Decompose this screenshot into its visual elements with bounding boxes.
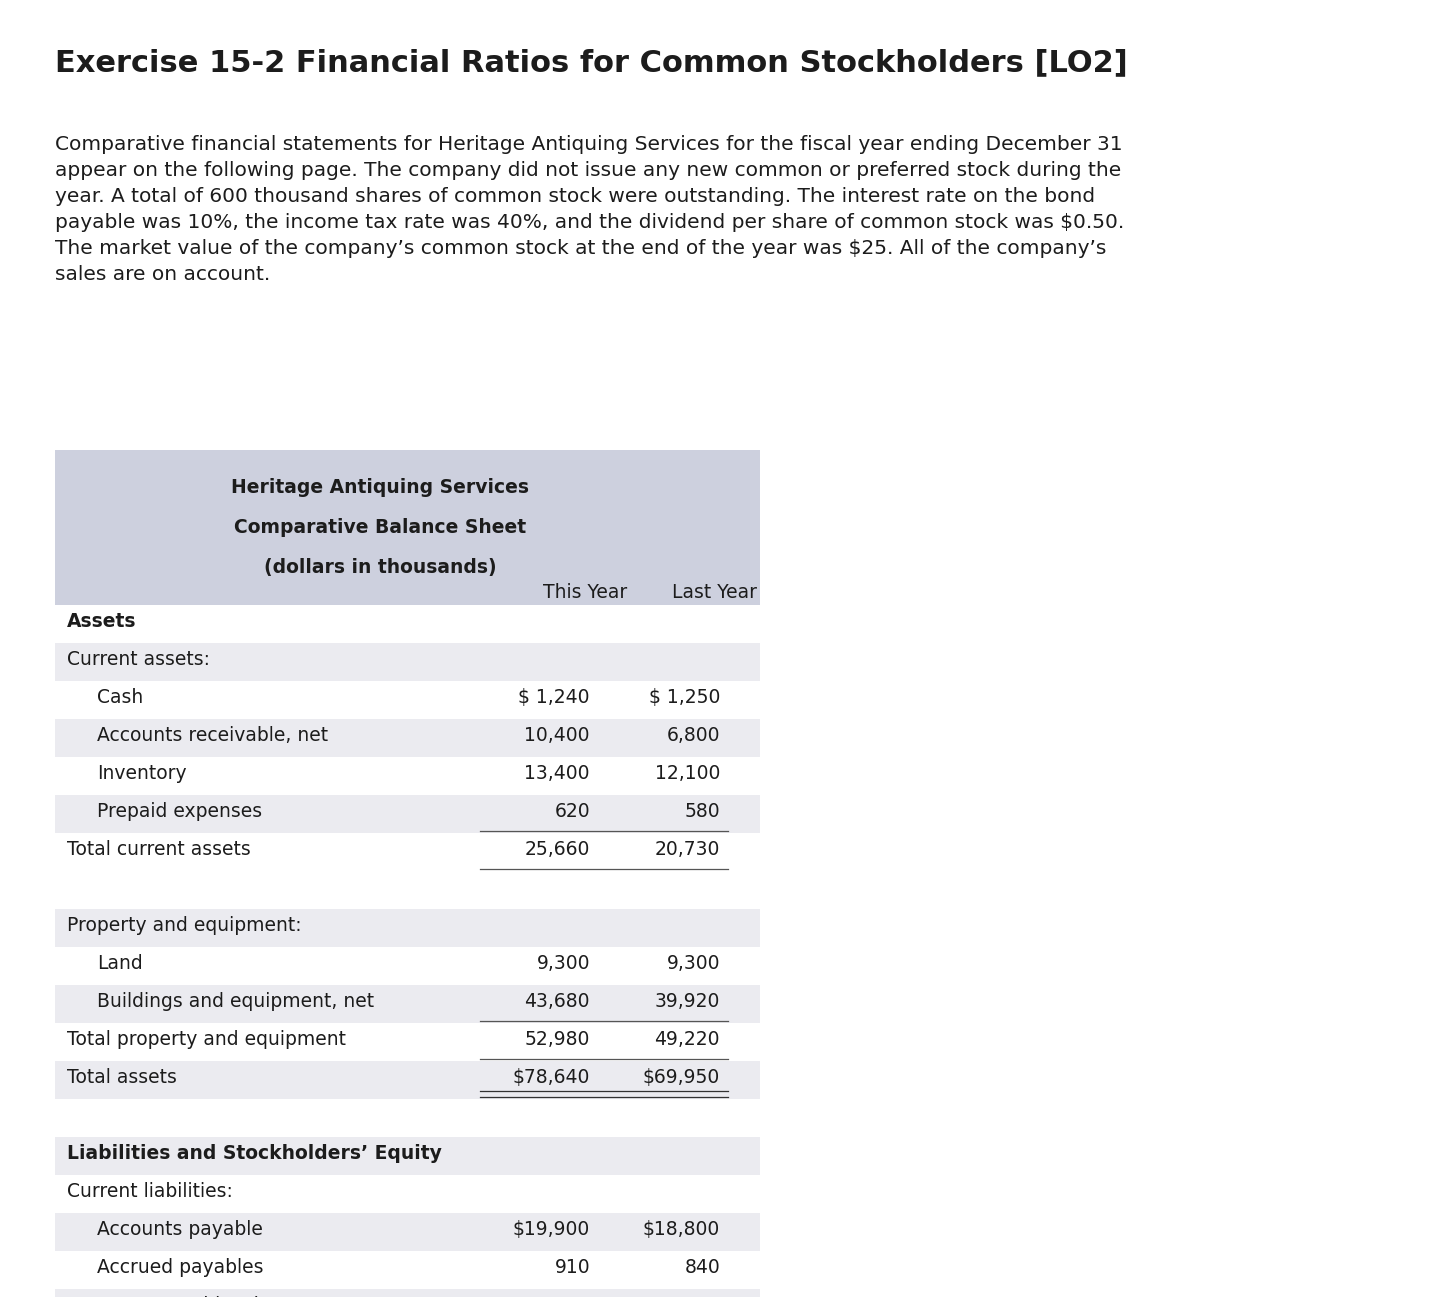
Text: year. A total of 600 thousand shares of common stock were outstanding. The inter: year. A total of 600 thousand shares of … [55,187,1095,206]
Text: (dollars in thousands): (dollars in thousands) [263,558,496,577]
Text: 840: 840 [685,1258,720,1278]
Text: Accounts payable: Accounts payable [97,1220,263,1239]
Text: Prepaid expenses: Prepaid expenses [97,802,262,821]
Text: $69,950: $69,950 [643,1067,720,1087]
Bar [55,1252,760,1289]
Text: $18,800: $18,800 [643,1220,720,1239]
Bar [55,984,760,1023]
Bar [55,604,760,643]
Text: Heritage Antiquing Services: Heritage Antiquing Services [231,479,529,497]
Bar [55,833,760,872]
Text: Property and equipment:: Property and equipment: [66,916,302,935]
Text: Total current assets: Total current assets [66,840,251,859]
Text: 25,660: 25,660 [525,840,590,859]
Text: 9,300: 9,300 [536,955,590,973]
Text: $19,900: $19,900 [513,1220,590,1239]
Text: Last Year: Last Year [672,582,757,602]
Text: $ 1,240: $ 1,240 [519,687,590,707]
Bar [55,947,760,984]
Text: 9,300: 9,300 [666,955,720,973]
Bar [55,450,760,604]
Text: $78,640: $78,640 [513,1067,590,1087]
Text: payable was 10%, the income tax rate was 40%, and the dividend per share of comm: payable was 10%, the income tax rate was… [55,213,1124,232]
Text: Accrued payables: Accrued payables [97,1258,263,1278]
Bar [55,909,760,947]
Bar [55,1023,760,1061]
Bar [55,1137,760,1175]
Bar [55,795,760,833]
Text: 10,400: 10,400 [525,726,590,744]
Text: 6,800: 6,800 [666,726,720,744]
Bar [55,1213,760,1252]
Text: Land: Land [97,955,143,973]
Bar [55,1289,760,1297]
Text: Exercise 15-2 Financial Ratios for Common Stockholders [LO2]: Exercise 15-2 Financial Ratios for Commo… [55,48,1127,77]
Text: 39,920: 39,920 [655,992,720,1010]
Text: Comparative Balance Sheet: Comparative Balance Sheet [234,518,526,537]
Bar [55,1175,760,1213]
Text: sales are on account.: sales are on account. [55,265,270,284]
Text: Total property and equipment: Total property and equipment [66,1030,345,1049]
Text: Buildings and equipment, net: Buildings and equipment, net [97,992,374,1010]
Bar [55,719,760,757]
Text: 13,400: 13,400 [525,764,590,783]
Text: 910: 910 [555,1258,590,1278]
Text: Liabilities and Stockholders’ Equity: Liabilities and Stockholders’ Equity [66,1144,442,1163]
Text: Total assets: Total assets [66,1067,176,1087]
Text: $ 1,250: $ 1,250 [649,687,720,707]
Text: Accounts receivable, net: Accounts receivable, net [97,726,328,744]
Text: 43,680: 43,680 [525,992,590,1010]
Text: Current assets:: Current assets: [66,650,210,669]
Text: Assets: Assets [66,612,136,632]
Text: 12,100: 12,100 [655,764,720,783]
Text: 52,980: 52,980 [525,1030,590,1049]
Bar [55,643,760,681]
Text: Current liabilities:: Current liabilities: [66,1182,233,1201]
Bar [55,1061,760,1099]
Text: 49,220: 49,220 [655,1030,720,1049]
Bar [55,681,760,719]
Text: 580: 580 [685,802,720,821]
Bar [55,872,760,909]
Text: 20,730: 20,730 [655,840,720,859]
Text: The market value of the company’s common stock at the end of the year was $25. A: The market value of the company’s common… [55,239,1107,258]
Text: This Year: This Year [543,582,627,602]
Text: appear on the following page. The company did not issue any new common or prefer: appear on the following page. The compan… [55,161,1121,180]
Text: Cash: Cash [97,687,143,707]
Text: Comparative financial statements for Heritage Antiquing Services for the fiscal : Comparative financial statements for Her… [55,135,1123,154]
Bar [55,757,760,795]
Bar [55,1099,760,1137]
Text: Inventory: Inventory [97,764,186,783]
Text: 620: 620 [555,802,590,821]
